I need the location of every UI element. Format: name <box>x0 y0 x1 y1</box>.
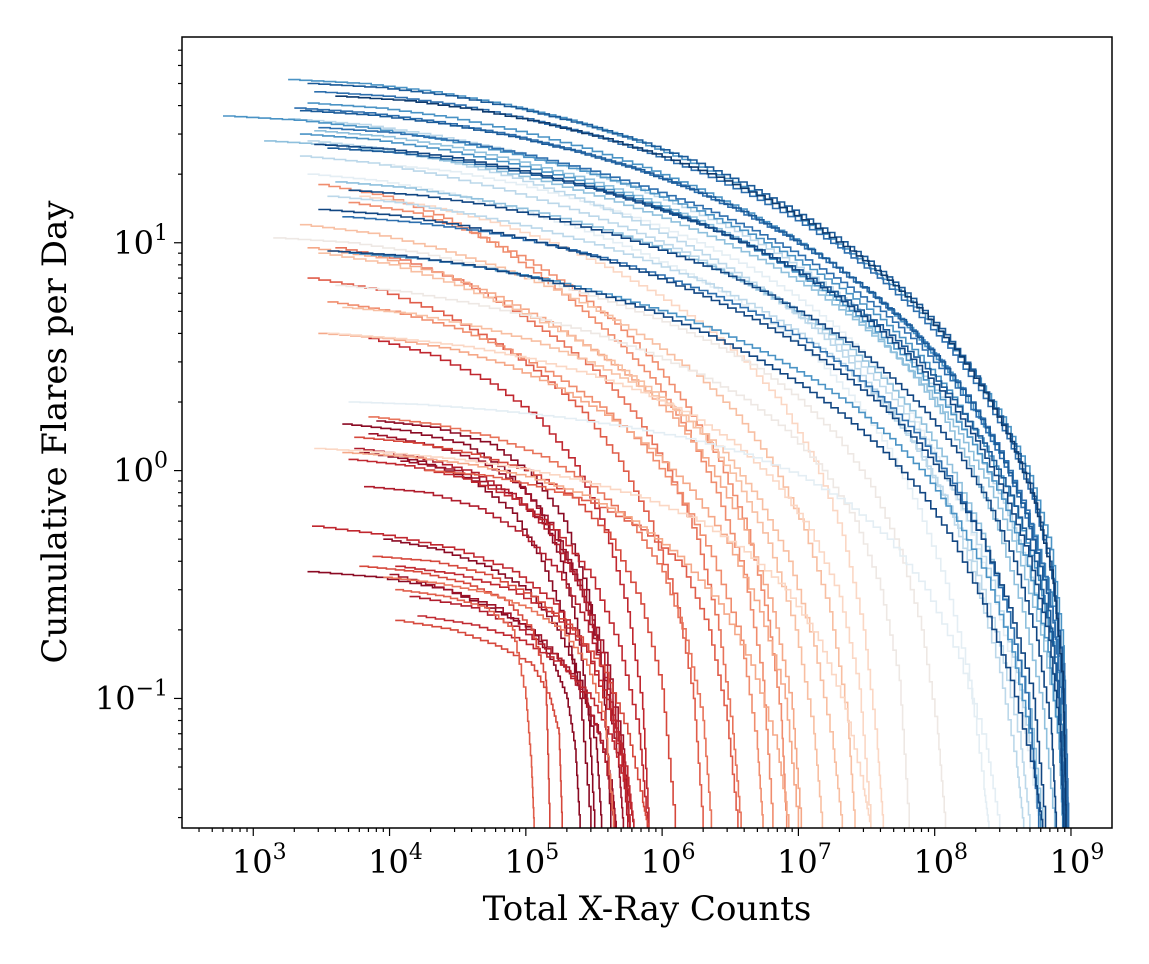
series-line-17 <box>395 619 563 828</box>
series-line-25 <box>368 416 713 828</box>
series-line-65 <box>314 143 1065 828</box>
y-tick-label: 10−1 <box>95 676 168 717</box>
series-line-39 <box>335 284 910 828</box>
tick-labels-layer: 103 104 105 106 107 108 109 10−1 100 101 <box>95 221 1104 881</box>
x-tick-label: 107 <box>777 840 832 881</box>
series-line-35 <box>299 223 856 828</box>
series-line-22 <box>395 588 535 828</box>
series-line-66 <box>348 189 1058 828</box>
series-line-18 <box>372 555 649 828</box>
series-line-31 <box>318 332 800 828</box>
series-line-45 <box>327 195 1031 828</box>
series-line-21 <box>307 277 704 828</box>
x-tick-label: 105 <box>504 840 559 881</box>
series-line-41 <box>307 173 990 828</box>
series-line-32 <box>342 451 790 828</box>
series-line-61 <box>327 147 1066 828</box>
x-tick-label: 106 <box>641 840 696 881</box>
series-line-46 <box>299 155 1044 828</box>
series-line-55 <box>299 133 1064 828</box>
series-line-23 <box>424 469 739 828</box>
plot-frame <box>181 36 1113 829</box>
series-line-9 <box>354 447 629 828</box>
series-line-27 <box>318 183 774 828</box>
series-line-60 <box>307 82 1067 828</box>
series-line-14 <box>395 565 635 828</box>
x-tick-label: 109 <box>1050 840 1105 881</box>
series-line-64 <box>327 250 1044 828</box>
y-tick-label: 100 <box>113 449 168 490</box>
y-axis-title: Cumulative Flares per Day <box>35 200 75 664</box>
series-line-2 <box>342 423 596 828</box>
x-tick-label: 108 <box>913 840 968 881</box>
series-line-63 <box>318 208 1047 828</box>
x-axis-title: Total X-Ray Counts <box>483 889 812 929</box>
series-line-42 <box>348 401 1001 828</box>
series-line-15 <box>368 337 650 828</box>
x-tick-label: 103 <box>232 840 287 881</box>
x-tick-label: 104 <box>368 840 423 881</box>
series-line-43 <box>383 163 1042 828</box>
y-tick-label: 101 <box>113 221 168 262</box>
series-line-28 <box>348 201 788 828</box>
series-line-34 <box>342 306 844 828</box>
series-line-37 <box>327 332 872 828</box>
series-line-62 <box>299 109 1065 828</box>
series-line-10 <box>409 595 616 828</box>
series-line-16 <box>417 615 631 828</box>
series-line-11 <box>364 485 631 828</box>
series-line-24 <box>335 247 742 828</box>
series-line-5 <box>383 538 603 828</box>
series-line-50 <box>264 140 1069 828</box>
series-line-33 <box>318 252 824 828</box>
series-line-40 <box>273 237 947 828</box>
series-line-54 <box>348 252 1042 828</box>
series-line-36 <box>314 447 872 828</box>
ticks-layer <box>174 49 1072 836</box>
series-line-30 <box>307 247 803 828</box>
series-layer <box>223 78 1070 828</box>
series-line-67 <box>335 95 1067 828</box>
series-line-26 <box>383 576 615 828</box>
